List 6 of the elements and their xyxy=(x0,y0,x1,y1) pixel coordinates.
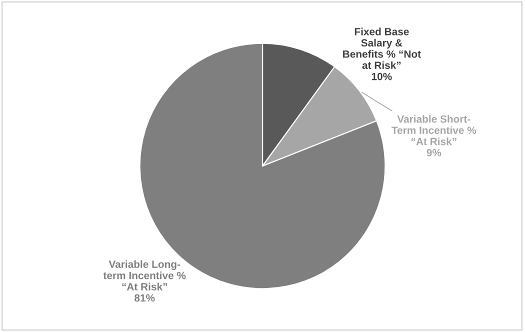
slice-label: Variable Long-term Incentive % “At Risk” xyxy=(103,260,186,290)
data-label: 10% xyxy=(372,72,392,80)
data-label: 81% xyxy=(134,294,155,302)
slice-label: Variable Short-Term Incentive % “At Risk” xyxy=(392,115,476,146)
data-label: 9% xyxy=(426,149,442,156)
slice-label: Fixed Base Salary & Benefits % “Not at Risk” xyxy=(343,28,421,69)
